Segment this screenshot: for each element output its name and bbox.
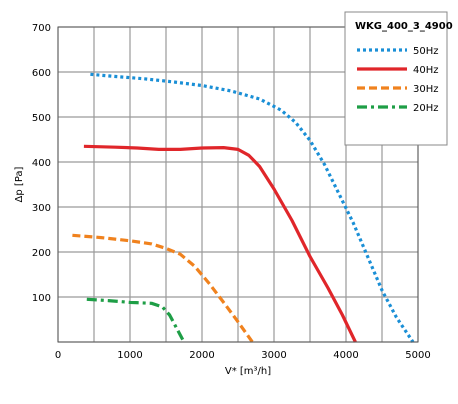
- legend-label-40Hz: 40Hz: [413, 65, 439, 76]
- legend-box: [344, 11, 448, 146]
- series-line-40Hz: [83, 144, 357, 343]
- x-axis-title: V* [m³/h]: [225, 366, 271, 377]
- legend-title: WKG_400_3_4900: [355, 21, 453, 32]
- x-tick-label: 3000: [261, 350, 286, 361]
- y-tick-label: 500: [32, 113, 51, 124]
- x-tick-label: 4000: [333, 350, 358, 361]
- series-lines: [72, 72, 415, 343]
- legend-label-30Hz: 30Hz: [413, 84, 439, 95]
- plot-frame: [57, 26, 419, 343]
- y-tick-label: 700: [32, 23, 51, 34]
- legend: WKG_400_3_4900 50Hz 40Hz 30Hz 20Hz: [344, 11, 453, 146]
- y-tick-label: 600: [32, 68, 51, 79]
- series-line-50Hz: [90, 72, 415, 343]
- legend-label-20Hz: 20Hz: [413, 103, 439, 114]
- y-tick-label: 200: [32, 248, 51, 259]
- x-tick-label: 0: [55, 350, 61, 361]
- x-tick-label: 1000: [117, 350, 142, 361]
- legend-label-50Hz: 50Hz: [413, 46, 439, 57]
- y-tick-label: 300: [32, 203, 51, 214]
- series-line-20Hz: [86, 297, 186, 343]
- y-tick-label: 100: [32, 293, 51, 304]
- legend-items: 50Hz 40Hz 30Hz 20Hz: [357, 46, 439, 114]
- y-axis-title: Δp [Pa]: [14, 166, 25, 202]
- series-line-30Hz: [72, 233, 254, 343]
- y-tick-label: 400: [32, 158, 51, 169]
- x-tick-label: 2000: [189, 350, 214, 361]
- x-tick-label: 5000: [405, 350, 430, 361]
- tick-labels: 0 1000 2000 3000 4000 5000 100 200 300 400 500 600 7…: [32, 23, 431, 361]
